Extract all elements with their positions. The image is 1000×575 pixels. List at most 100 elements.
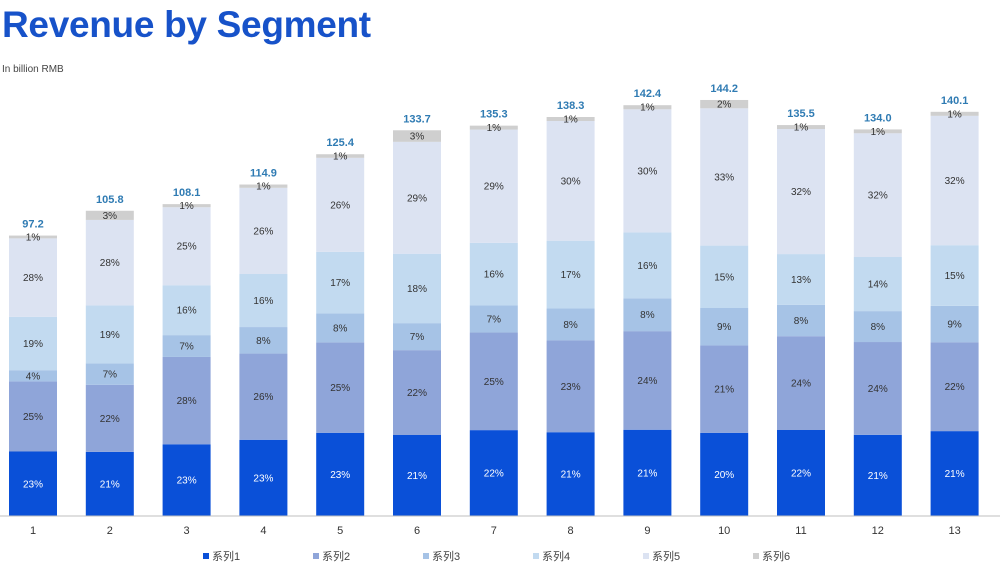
- bar-segment-series5: [469, 129, 518, 243]
- x-tick-label: 4: [260, 525, 266, 537]
- data-label: 7%: [103, 370, 118, 381]
- bar-segment-series3: [393, 323, 441, 351]
- data-label: 15%: [945, 271, 965, 282]
- data-label: 14%: [868, 280, 888, 291]
- bar-segment-series1: [469, 430, 518, 516]
- bar-segment-series2: [623, 331, 672, 430]
- data-label: 16%: [253, 296, 273, 307]
- data-label: 29%: [407, 193, 427, 204]
- bar-segment-series4: [239, 274, 288, 328]
- data-label: 25%: [23, 412, 43, 423]
- bar-segment-series6: [469, 125, 518, 130]
- x-tick-label: 1: [30, 525, 36, 537]
- bar-segment-series5: [9, 238, 57, 317]
- data-label: 3%: [410, 132, 425, 143]
- bar-segment-series5: [546, 120, 595, 241]
- x-tick-label: 2: [107, 525, 113, 537]
- bar-segment-series4: [85, 305, 134, 364]
- data-label: 24%: [868, 384, 888, 395]
- data-label: 30%: [637, 166, 657, 177]
- data-label: 8%: [256, 336, 271, 347]
- x-tick-label: 5: [337, 525, 343, 537]
- bar-segment-series2: [777, 336, 825, 430]
- data-label: 32%: [791, 187, 811, 198]
- data-label: 16%: [177, 306, 197, 317]
- bar-segment-series2: [9, 381, 57, 452]
- legend-label: 系列1: [212, 549, 240, 563]
- bar-segment-series5: [393, 141, 441, 254]
- total-label: 142.4: [634, 88, 662, 100]
- bar-segment-series1: [700, 432, 749, 516]
- chart-subtitle: In billion RMB: [2, 64, 64, 75]
- total-label: 105.8: [96, 194, 124, 206]
- data-label: 1%: [640, 103, 655, 114]
- data-label: 21%: [407, 471, 427, 482]
- x-tick-label: 6: [414, 525, 420, 537]
- data-label: 2%: [717, 100, 732, 111]
- bar-segment-series6: [853, 129, 902, 134]
- x-tick-label: 12: [872, 525, 884, 537]
- bar-segment-series2: [930, 342, 979, 432]
- bar-segment-series2: [316, 342, 365, 433]
- bar-segment-series1: [546, 432, 595, 516]
- bar-segment-series5: [85, 219, 134, 306]
- x-tick-label: 3: [184, 525, 190, 537]
- data-label: 8%: [563, 320, 578, 331]
- bar-segment-series3: [546, 308, 595, 341]
- data-label: 23%: [561, 382, 581, 393]
- data-label: 1%: [256, 182, 271, 193]
- data-label: 24%: [637, 376, 657, 387]
- data-label: 23%: [253, 473, 273, 484]
- total-label: 138.3: [557, 100, 585, 112]
- bar-segment-series1: [239, 439, 288, 516]
- total-label: 135.3: [480, 109, 508, 121]
- data-label: 22%: [945, 382, 965, 393]
- data-label: 7%: [487, 314, 502, 325]
- data-label: 25%: [330, 383, 350, 394]
- total-label: 144.2: [710, 83, 738, 95]
- bar-segment-series4: [777, 254, 825, 305]
- total-label: 97.2: [22, 219, 43, 231]
- bar-segment-series4: [930, 245, 979, 306]
- bar-segment-series4: [700, 245, 749, 308]
- data-label: 8%: [871, 322, 886, 333]
- data-label: 23%: [23, 479, 43, 490]
- bar-segment-series6: [162, 204, 211, 208]
- total-label: 135.5: [787, 108, 815, 120]
- total-label: 108.1: [173, 187, 201, 199]
- data-label: 16%: [637, 261, 657, 272]
- bar-segment-series3: [777, 304, 825, 337]
- bar-segment-series5: [623, 109, 672, 233]
- bar-segment-series6: [930, 111, 979, 116]
- bar-segment-series4: [9, 316, 57, 371]
- bar-segment-series6: [623, 105, 672, 110]
- data-label: 23%: [330, 470, 350, 481]
- legend-label: 系列5: [652, 549, 680, 563]
- x-tick-label: 11: [795, 525, 806, 537]
- data-label: 1%: [26, 232, 41, 243]
- legend-label: 系列3: [432, 549, 460, 563]
- bar-segment-series5: [162, 207, 211, 286]
- legend-swatch-series3: [423, 553, 429, 559]
- bar-segment-series6: [239, 184, 288, 188]
- bar-segment-series4: [316, 251, 365, 314]
- data-label: 33%: [714, 172, 734, 183]
- data-label: 26%: [253, 226, 273, 237]
- data-label: 21%: [714, 385, 734, 396]
- bar-segment-series1: [85, 451, 134, 516]
- data-label: 1%: [794, 123, 809, 134]
- data-label: 9%: [717, 322, 732, 333]
- bar-segment-series4: [469, 242, 518, 306]
- legend-swatch-series6: [753, 553, 759, 559]
- data-label: 19%: [23, 339, 43, 350]
- bar-segment-series2: [700, 345, 749, 433]
- bar-segment-series5: [777, 128, 825, 255]
- bar-segment-series6: [777, 125, 825, 129]
- data-label: 25%: [484, 377, 504, 388]
- x-tick-label: 7: [491, 525, 497, 537]
- bar-segment-series2: [162, 356, 211, 445]
- bar-segment-series5: [930, 115, 979, 246]
- bar-segment-series6: [700, 99, 749, 109]
- legend-swatch-series1: [203, 553, 209, 559]
